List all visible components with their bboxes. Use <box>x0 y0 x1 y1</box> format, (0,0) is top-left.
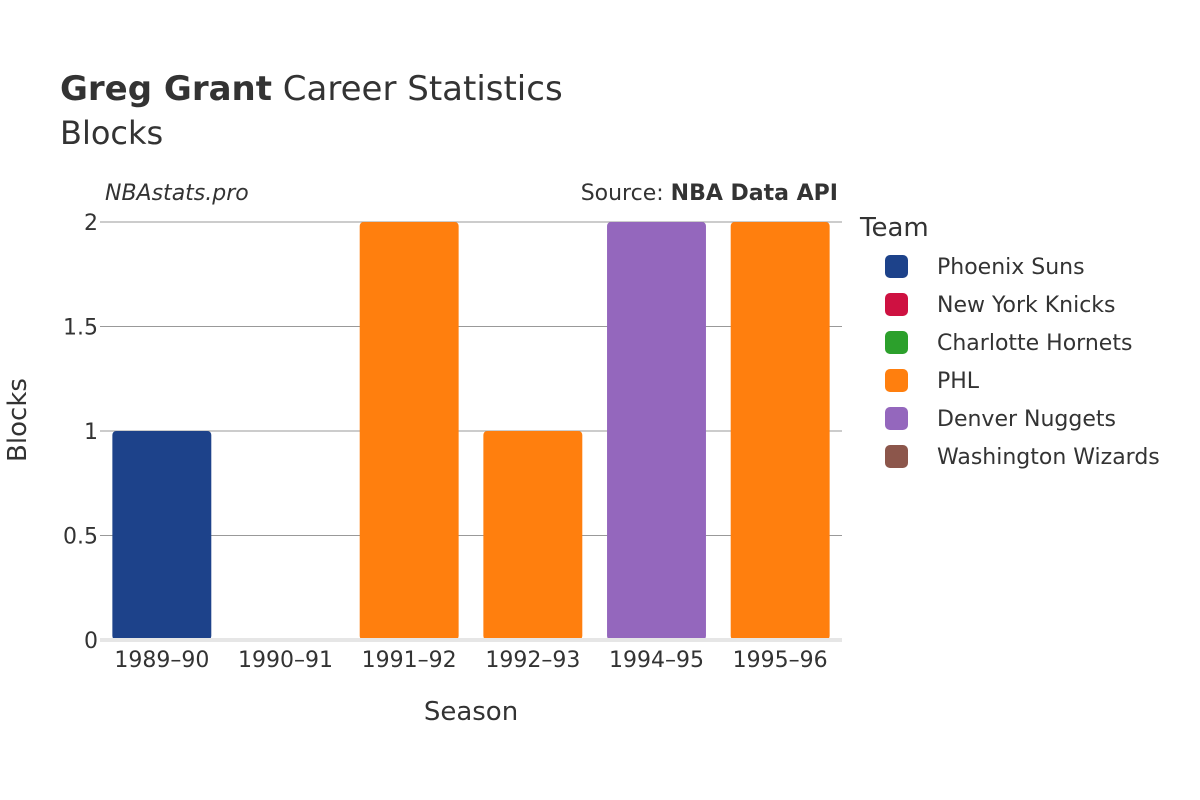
x-tick-label: 1991–92 <box>362 648 457 673</box>
legend-swatch <box>885 331 908 354</box>
legend-item-label: Denver Nuggets <box>937 407 1116 432</box>
legend-swatch <box>885 445 908 468</box>
y-tick-label: 0.5 <box>63 525 98 550</box>
legend: Phoenix Suns New York Knicks Charlotte Hor… <box>885 255 1160 470</box>
x-tick-label: 1992–93 <box>485 648 580 673</box>
x-tick-label: 1994–95 <box>609 648 704 673</box>
y-tick-labels: 0 0.5 1 1.5 2 <box>63 211 98 654</box>
bars <box>112 222 830 640</box>
x-tick-label: 1990–91 <box>238 648 333 673</box>
legend-swatch <box>885 255 908 278</box>
bar-1991–92 <box>359 222 459 640</box>
legend-item-label: Phoenix Suns <box>937 255 1085 280</box>
legend-title: Team <box>859 213 929 243</box>
legend-item-label: Washington Wizards <box>937 445 1160 470</box>
legend-item-label: New York Knicks <box>937 293 1116 318</box>
y-axis-label: Blocks <box>3 378 33 462</box>
source-name: NBA Data API <box>671 181 838 206</box>
y-tick-label: 1.5 <box>63 316 98 341</box>
chart-title: Greg Grant Career Statistics <box>60 69 563 109</box>
bar-1994–95 <box>607 222 706 640</box>
x-axis-label: Season <box>424 697 518 727</box>
bar-1989–90 <box>112 431 212 640</box>
chart-title-player: Greg Grant <box>60 69 272 109</box>
grid-lines <box>100 221 842 536</box>
y-tick-label: 0 <box>84 629 98 654</box>
chart-subtitle: Blocks <box>60 114 163 152</box>
x-tick-label: 1995–96 <box>733 648 828 673</box>
chart-title-rest: Career Statistics <box>272 69 563 109</box>
y-tick-label: 2 <box>84 211 98 236</box>
legend-item-label: Charlotte Hornets <box>937 331 1132 356</box>
legend-swatch <box>885 407 908 430</box>
source-prefix: Source: <box>581 181 671 206</box>
x-tick-label: 1989–90 <box>114 648 209 673</box>
legend-swatch <box>885 293 908 316</box>
brand-watermark: NBAstats.pro <box>105 181 249 206</box>
legend-swatch <box>885 369 908 392</box>
x-tick-labels: 1989–90 1990–91 1991–92 1992–93 1994–95 1995–… <box>114 648 827 673</box>
legend-item-label: PHL <box>937 369 980 394</box>
y-tick-label: 1 <box>84 420 98 445</box>
bar-1995–96 <box>730 222 830 640</box>
bar-1992–93 <box>483 431 583 640</box>
source-credit: Source: NBA Data API <box>581 181 838 206</box>
